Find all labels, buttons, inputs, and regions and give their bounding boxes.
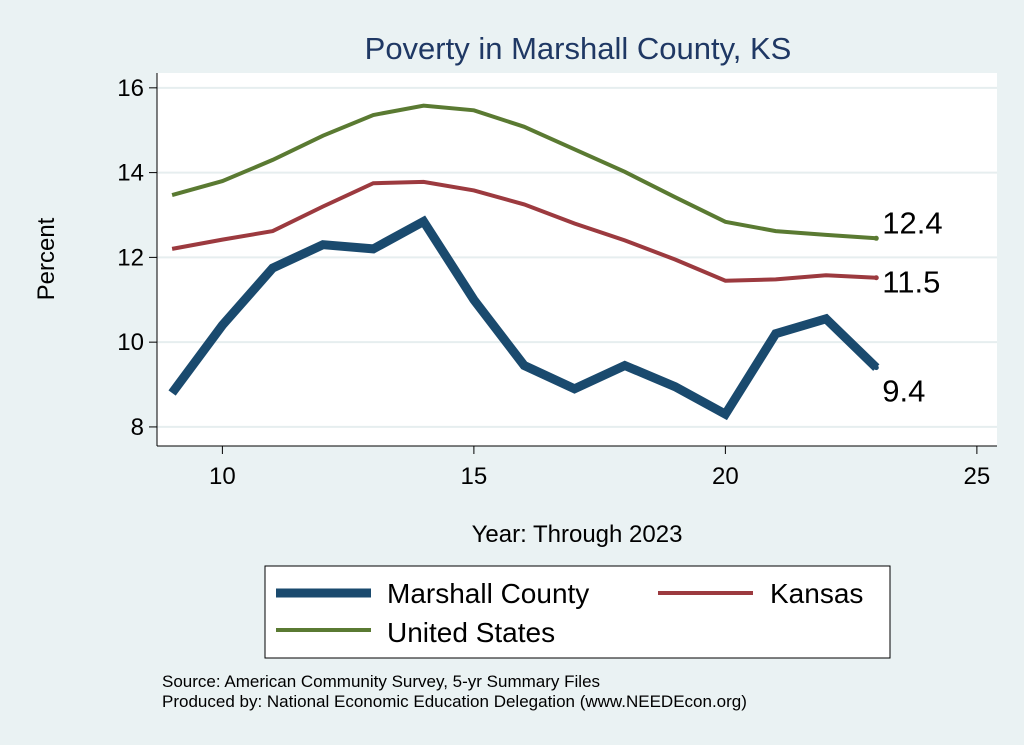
x-axis-label: Year: Through 2023: [472, 521, 683, 548]
chart-title: Poverty in Marshall County, KS: [365, 31, 792, 66]
x-tick-label-10: 10: [209, 463, 236, 490]
y-tick-label-10: 10: [117, 329, 144, 356]
end-point-united-states: [873, 235, 879, 241]
y-tick-label-16: 16: [117, 75, 144, 102]
end-point-marshall-county: [873, 365, 879, 371]
series-line-marshall-county: [168, 215, 880, 421]
end-label-united-states: 12.4: [882, 205, 942, 240]
y-tick-label-14: 14: [117, 160, 144, 187]
x-tick-label-15: 15: [461, 463, 488, 490]
end-label-kansas: 11.5: [882, 265, 940, 300]
y-ticks: 8 10 12 14 16: [117, 75, 157, 441]
x-tick-label-25: 25: [964, 463, 991, 490]
source-note: Source: American Community Survey, 5-yr …: [162, 672, 601, 691]
legend-label-united-states: United States: [387, 617, 555, 648]
legend: [264, 565, 891, 659]
end-label-marshall-county: 9.4: [882, 374, 925, 409]
end-labels: 9.4 11.5 12.4: [873, 205, 943, 409]
y-tick-label-8: 8: [131, 414, 144, 441]
end-point-kansas: [873, 275, 879, 281]
producer-note: Produced by: National Economic Education…: [162, 692, 747, 711]
legend-label-kansas: Kansas: [770, 578, 863, 609]
x-ticks: 10 15 20 25: [209, 446, 990, 490]
series-lines: [168, 103, 880, 421]
y-axis-label: Percent: [33, 217, 60, 300]
series-line-united-states: [171, 103, 877, 241]
series-line-kansas: [171, 179, 877, 283]
y-tick-label-12: 12: [117, 244, 144, 271]
x-tick-label-20: 20: [712, 463, 739, 490]
legend-label-marshall-county: Marshall County: [387, 578, 589, 609]
